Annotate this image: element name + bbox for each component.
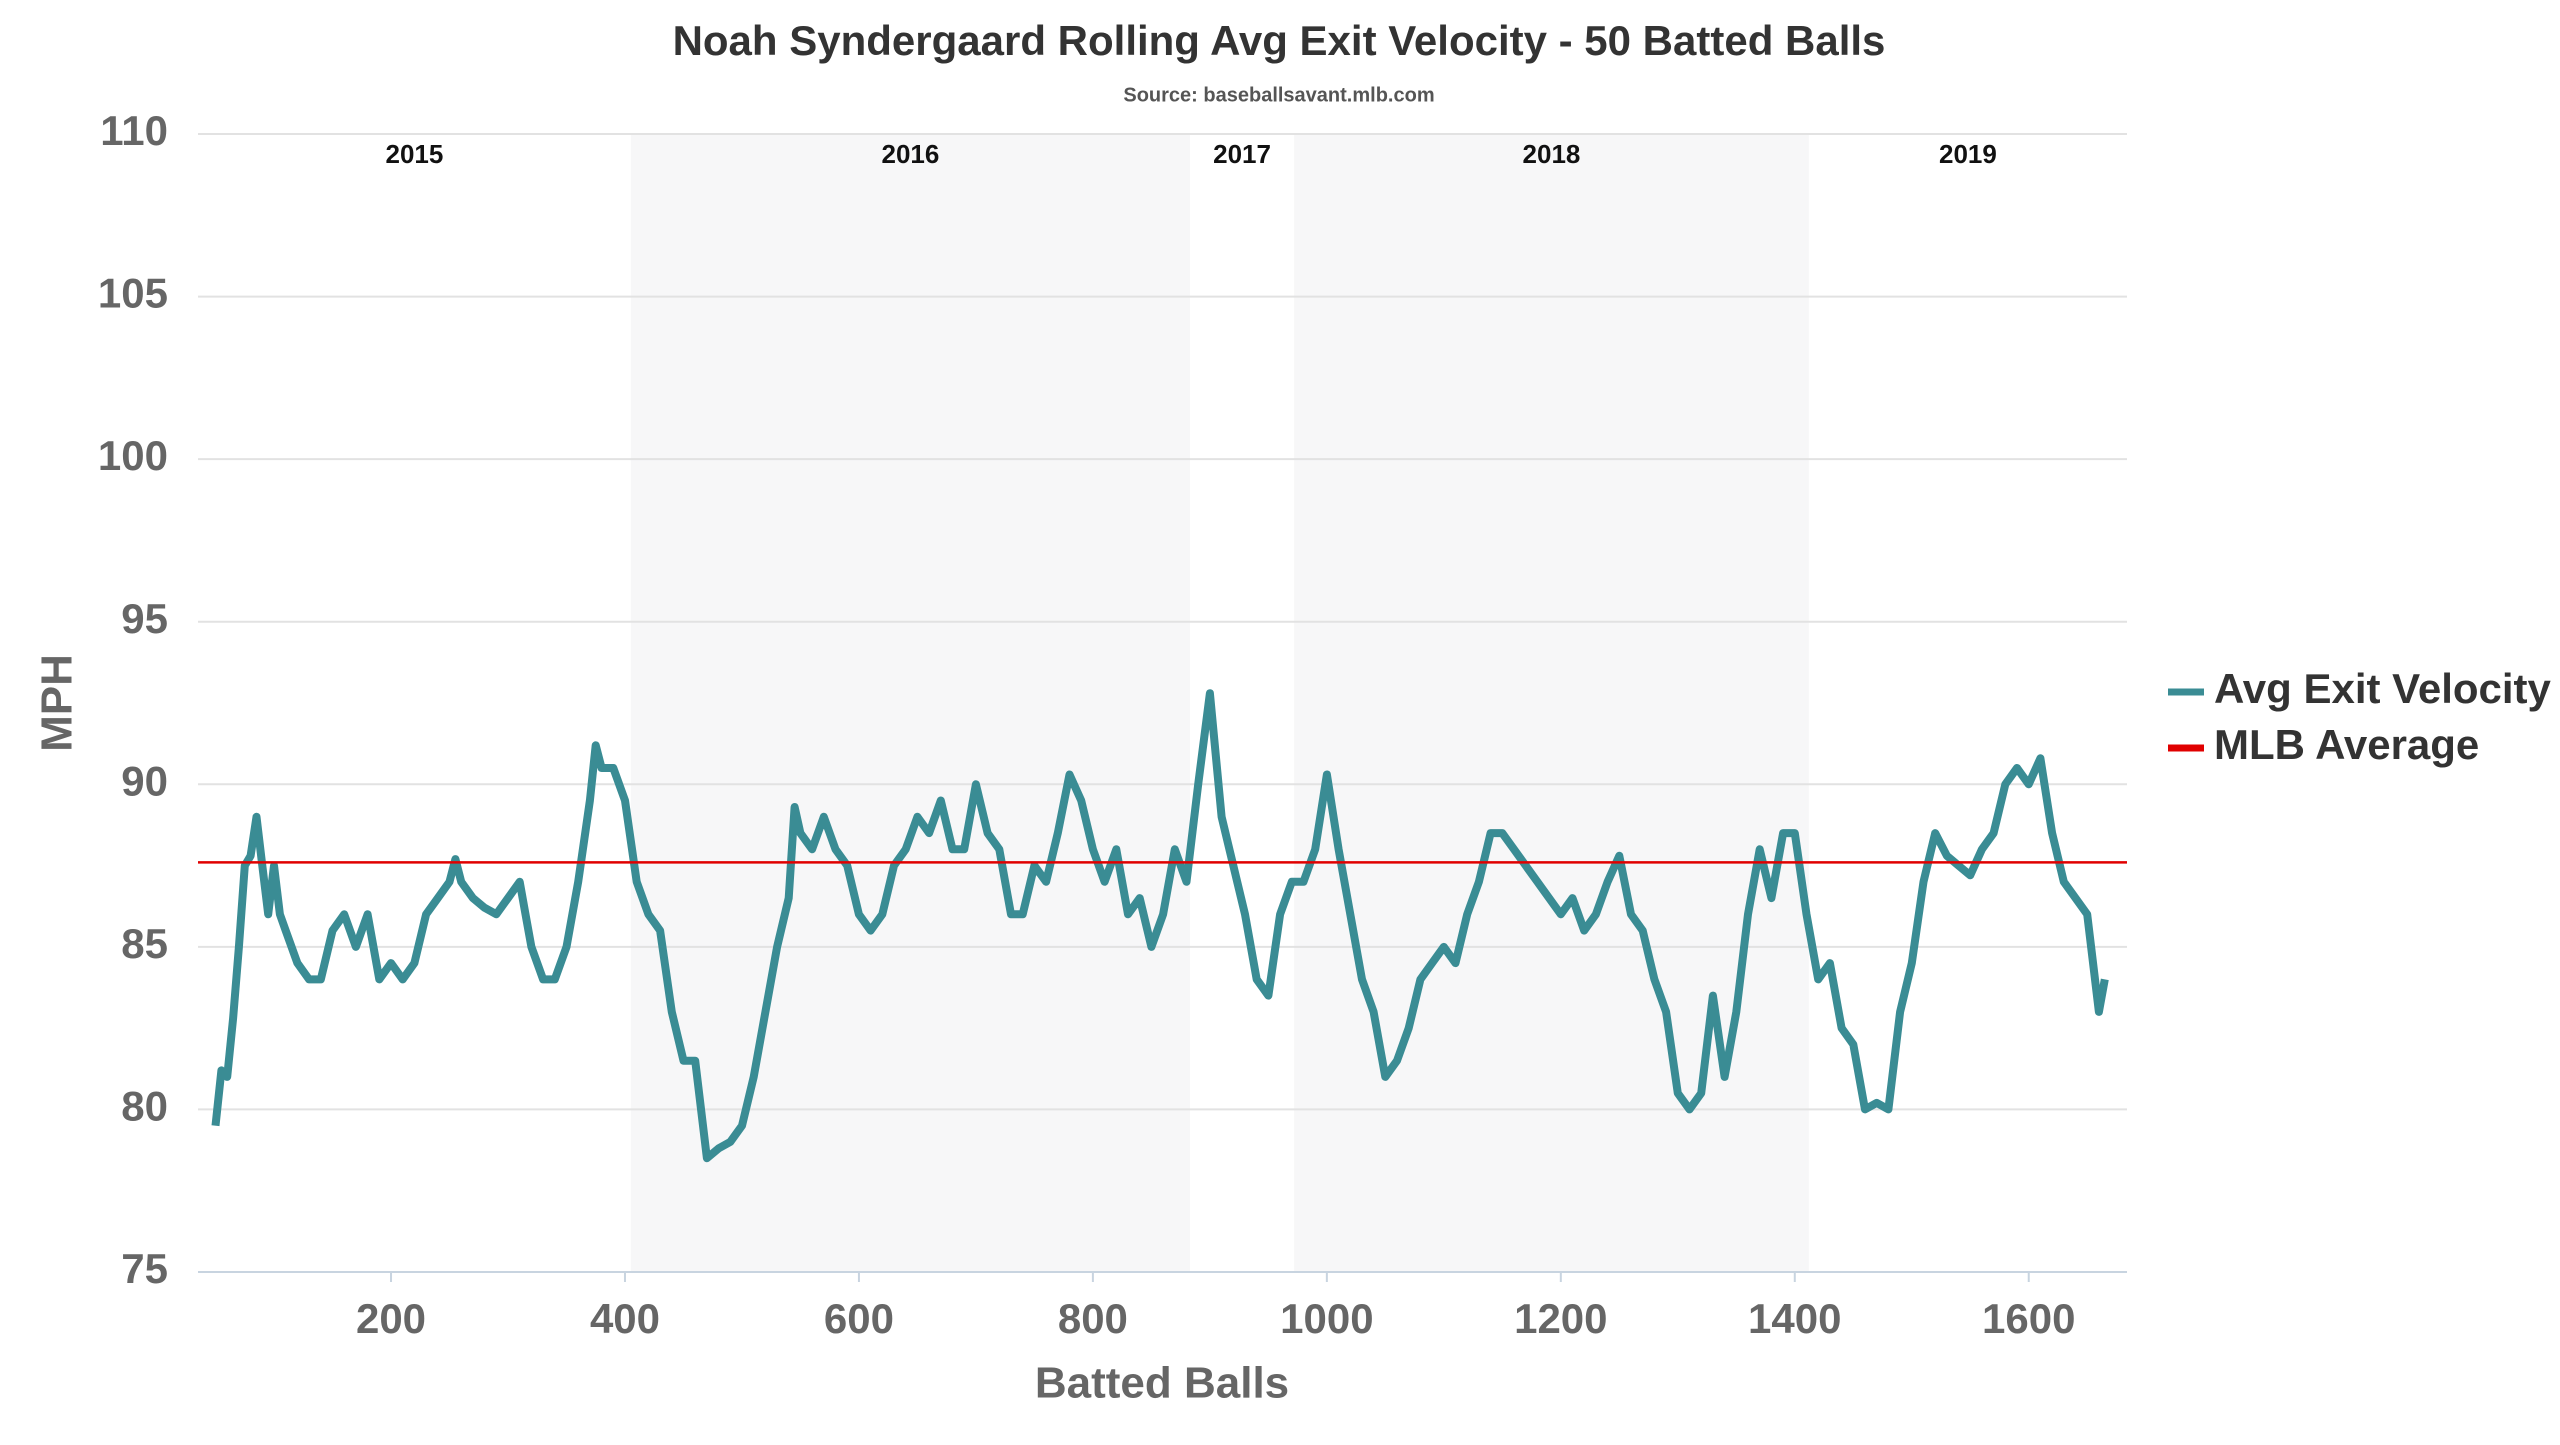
legend-label: Avg Exit Velocity bbox=[2214, 665, 2552, 712]
x-tick-label: 1600 bbox=[1982, 1295, 2075, 1342]
x-tick-label: 1000 bbox=[1280, 1295, 1373, 1342]
y-tick-label: 75 bbox=[121, 1245, 168, 1292]
legend-label: MLB Average bbox=[2214, 721, 2479, 768]
x-tick-label: 400 bbox=[590, 1295, 660, 1342]
y-tick-label: 90 bbox=[121, 757, 168, 804]
year-band bbox=[1294, 134, 1809, 1272]
year-label: 2017 bbox=[1213, 139, 1271, 169]
y-tick-label: 85 bbox=[121, 920, 168, 967]
year-label: 2016 bbox=[881, 139, 939, 169]
x-tick-label: 1200 bbox=[1514, 1295, 1607, 1342]
y-tick-label: 110 bbox=[100, 107, 168, 154]
year-label: 2018 bbox=[1523, 139, 1581, 169]
chart-title: Noah Syndergaard Rolling Avg Exit Veloci… bbox=[673, 17, 1886, 64]
line-series bbox=[211, 689, 2109, 1163]
y-tick-label: 80 bbox=[121, 1083, 168, 1130]
x-tick-label: 1400 bbox=[1748, 1295, 1841, 1342]
y-tick-label: 100 bbox=[98, 432, 168, 479]
x-tick-label: 200 bbox=[356, 1295, 426, 1342]
year-label: 2015 bbox=[385, 139, 443, 169]
year-label: 2019 bbox=[1939, 139, 1997, 169]
y-tick-label: 95 bbox=[121, 595, 168, 642]
x-tick-label: 600 bbox=[824, 1295, 894, 1342]
x-axis-label: Batted Balls bbox=[1035, 1359, 1289, 1408]
y-axis-label: MPH bbox=[33, 654, 82, 752]
y-tick-label: 105 bbox=[98, 270, 168, 317]
x-tick-label: 800 bbox=[1058, 1295, 1128, 1342]
chart-subtitle: Source: baseballsavant.mlb.com bbox=[1123, 84, 1434, 106]
year-band bbox=[630, 134, 1190, 1272]
